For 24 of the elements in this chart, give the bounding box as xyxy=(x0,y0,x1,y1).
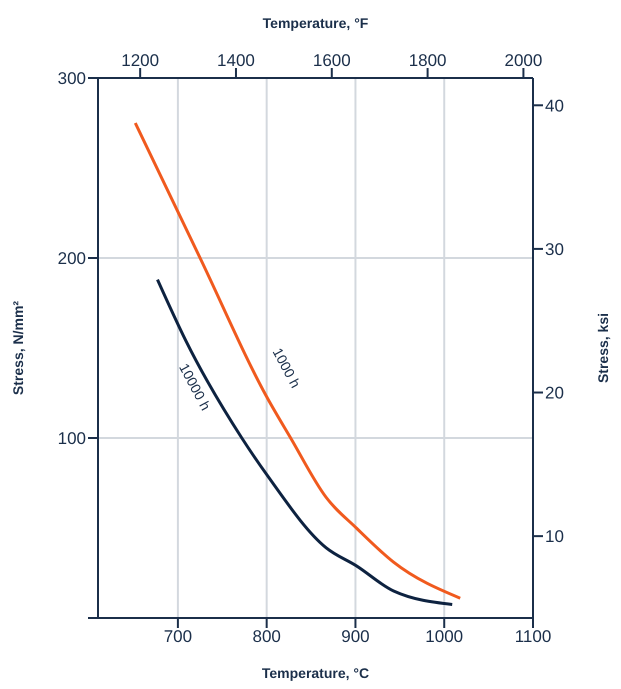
y2-tick-label: 40 xyxy=(545,96,564,116)
line-series xyxy=(156,278,454,606)
x2-axis-title: Temperature, °F xyxy=(262,14,369,31)
x-tick-label: 1000 xyxy=(425,627,464,646)
x2-tick-label: 1800 xyxy=(408,51,447,70)
x-tick-label: 1100 xyxy=(514,627,552,646)
x-tick-label: 700 xyxy=(164,627,192,646)
annotation: 1000 h xyxy=(270,345,304,390)
y-tick-label: 200 xyxy=(58,249,86,268)
y2-tick-label: 20 xyxy=(545,384,564,403)
x-tick-label: 800 xyxy=(252,627,281,646)
x2-tick-label: 1200 xyxy=(121,51,160,70)
y2-tick-label: 10 xyxy=(545,527,564,546)
x2-tick-label: 1400 xyxy=(217,51,255,70)
x2-tick-label: 1600 xyxy=(312,51,351,70)
x-axis-title: Temperature, °C xyxy=(262,665,370,681)
y-tick-label: 100 xyxy=(58,429,86,448)
y2-tick-label: 30 xyxy=(545,240,564,259)
x-tick-label: 900 xyxy=(341,627,370,646)
line-series xyxy=(134,122,462,600)
x2-tick-label: 2000 xyxy=(504,51,542,70)
y-axis-title: Stress, N/mm² xyxy=(10,300,26,396)
y-tick-label: 300 xyxy=(58,69,86,88)
y2-axis-title: Stress, ksi xyxy=(594,312,611,384)
